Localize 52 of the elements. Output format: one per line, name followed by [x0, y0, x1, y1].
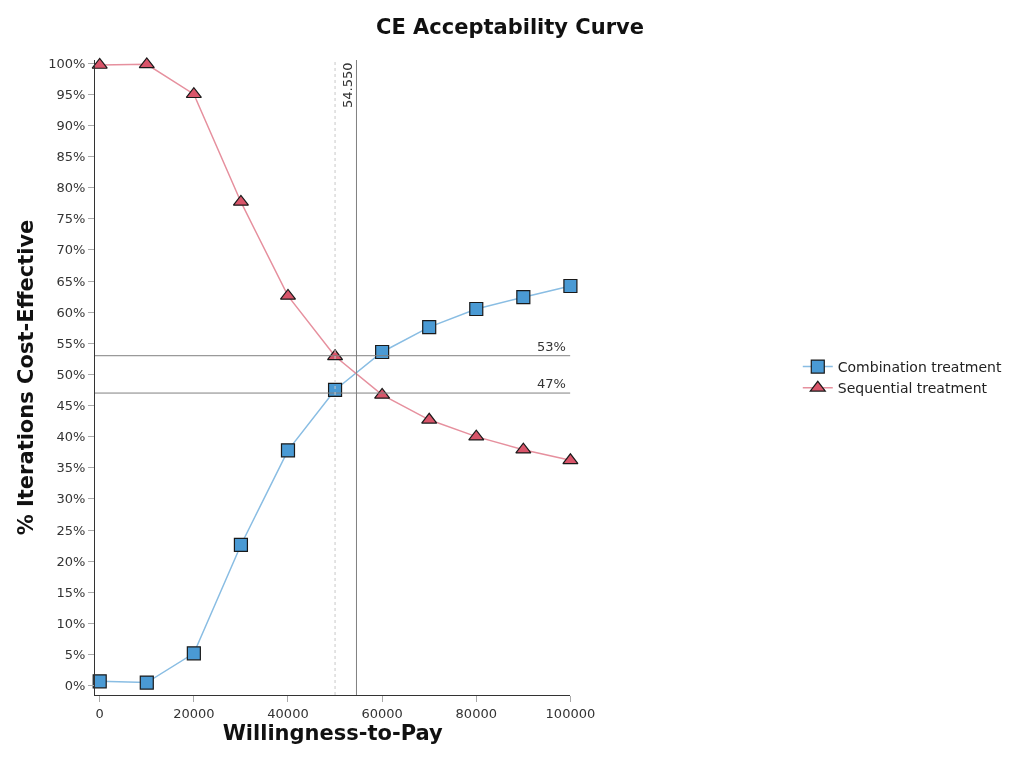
point [375, 344, 390, 360]
point [516, 290, 531, 305]
y-tick-label: 5% [64, 647, 86, 663]
y-tick-label: 45% [56, 398, 86, 414]
legend-label: Combination treatment [837, 359, 1002, 376]
point [469, 301, 484, 317]
x-tick-label: 0 [95, 705, 104, 721]
y-tick-label: 75% [56, 211, 86, 227]
point [92, 674, 107, 689]
y-tick-label: 55% [56, 335, 86, 351]
ref-line-label: 47% [537, 376, 566, 391]
y-tick-label: 60% [56, 304, 86, 320]
y-tick-label: 100% [48, 55, 86, 71]
y-tick-label: 15% [56, 584, 86, 600]
y-tick-label: 65% [56, 273, 86, 289]
point [563, 278, 578, 294]
ref-line-label: 54.550 [339, 62, 355, 108]
y-tick-label: 0% [64, 678, 86, 694]
y-tick-label: 30% [56, 491, 86, 507]
y-tick-label: 25% [56, 522, 86, 538]
y-tick-label: 40% [56, 429, 86, 445]
point [422, 319, 437, 335]
point [233, 537, 249, 553]
x-axis-title: Willingness-to-Pay [222, 720, 444, 745]
x-tick-label: 60000 [361, 705, 403, 721]
point [562, 453, 579, 465]
x-tick-label: 100000 [545, 705, 596, 721]
y-tick-label: 50% [56, 366, 86, 382]
y-tick-label: 35% [56, 460, 86, 476]
y-tick-label: 10% [56, 615, 86, 631]
legend-label: Sequential treatment [837, 380, 988, 397]
chart-title: CE Acceptability Curve [375, 14, 645, 39]
point [185, 87, 202, 99]
point [468, 429, 485, 441]
y-tick-label: 90% [56, 117, 86, 133]
ref-line-label: 53% [537, 339, 566, 354]
y-tick-label: 85% [56, 149, 86, 165]
point [421, 412, 438, 424]
x-tick-label: 40000 [267, 705, 309, 721]
point [186, 646, 201, 661]
point [138, 57, 155, 69]
y-tick-label: 95% [56, 86, 86, 102]
x-tick-label: 80000 [455, 705, 497, 721]
point [515, 442, 532, 454]
point [139, 675, 154, 690]
x-tick-label: 20000 [173, 705, 215, 721]
point [91, 57, 108, 69]
y-tick-label: 20% [56, 553, 86, 569]
y-tick-label: 80% [56, 180, 86, 196]
y-axis-title: % Iterations Cost-Effective [14, 219, 39, 536]
y-tick-label: 70% [56, 242, 86, 258]
point [280, 443, 296, 458]
